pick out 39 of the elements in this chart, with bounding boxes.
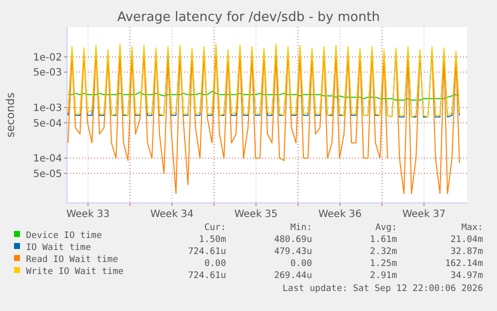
y-tick-label: 1e-03	[33, 103, 62, 114]
text: 480.69u	[274, 235, 312, 245]
x-tick-label: Week 33	[66, 209, 110, 220]
text: 162.14m	[445, 259, 483, 269]
x-tick-label: Week 37	[402, 209, 446, 220]
text: Avg:	[375, 223, 397, 233]
x-tick-label: Week 34	[150, 209, 194, 220]
text: 32.87m	[450, 247, 483, 257]
legend-label: Device IO time	[26, 231, 102, 241]
text: Max:	[461, 223, 483, 233]
text: 1.61m	[370, 235, 397, 245]
y-tick-label: 1e-02	[33, 52, 62, 64]
text: 479.43u	[274, 247, 312, 257]
y-tick-label: 5e-04	[33, 118, 62, 130]
y-axis-title: seconds	[4, 92, 17, 138]
text: 0.00	[204, 259, 226, 269]
text: 0.00	[290, 259, 312, 269]
chart-title: Average latency for /dev/sdb - by month	[117, 10, 380, 25]
text: 1.25m	[370, 259, 397, 269]
x-tick-label: Week 36	[318, 209, 362, 220]
text: 21.04m	[450, 235, 483, 245]
x-tick-label: Week 35	[234, 209, 278, 220]
legend-label: Read IO Wait time	[26, 255, 118, 265]
y-tick-label: 5e-03	[33, 68, 62, 79]
text: 34.97m	[450, 271, 483, 281]
text: 724.61u	[188, 247, 226, 257]
text: 1.50m	[198, 235, 226, 245]
line-series	[68, 90, 460, 101]
text: Cur:	[204, 223, 226, 233]
text: Last update: Sat Sep 12 22:00:06 2026	[282, 284, 483, 294]
text: Min:	[290, 223, 312, 233]
text: 724.61u	[188, 271, 226, 281]
text: 2.32m	[370, 247, 397, 257]
text: 2.91m	[370, 271, 397, 281]
legend-label: Write IO Wait time	[26, 267, 124, 277]
y-tick-label: 1e-04	[33, 154, 62, 165]
text: 269.44u	[274, 271, 312, 281]
y-tick-label: 5e-05	[33, 168, 62, 180]
legend-label: IO Wait time	[26, 243, 92, 253]
